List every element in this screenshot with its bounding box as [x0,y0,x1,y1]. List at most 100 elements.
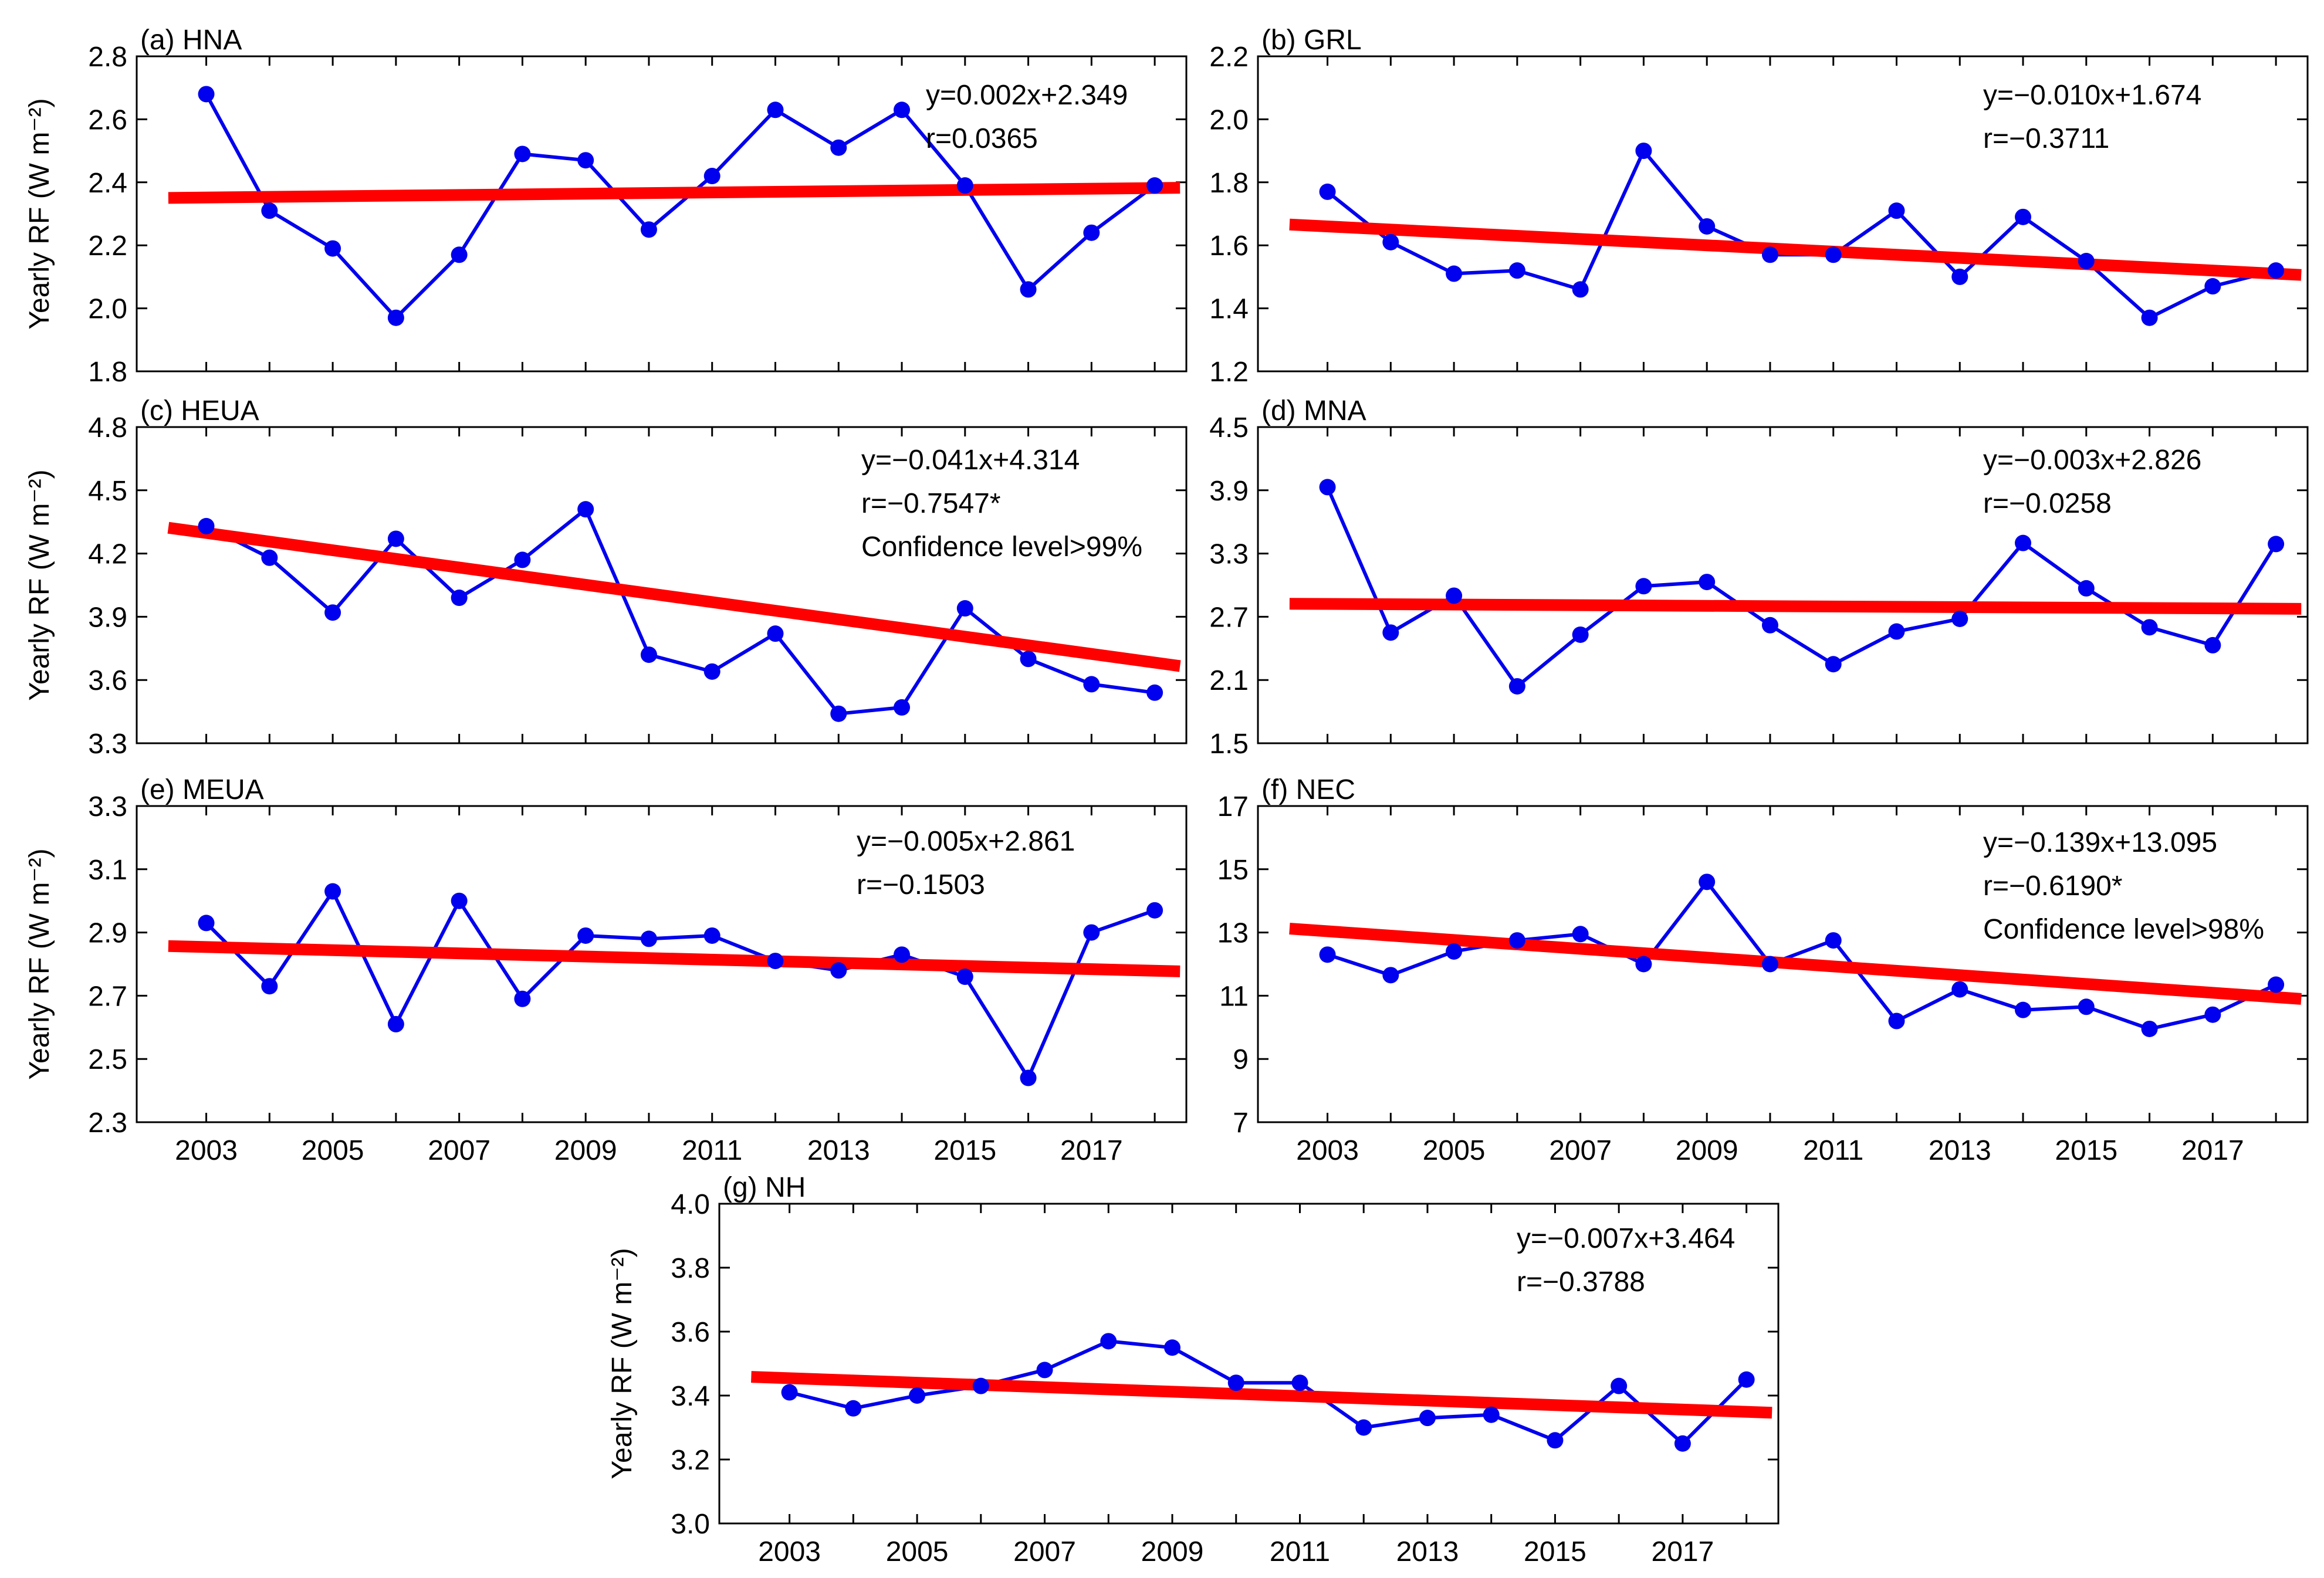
data-point [1951,268,1968,285]
annotation-line: r=−0.3788 [1517,1267,1645,1298]
y-tick-label: 9 [1233,1044,1249,1075]
annotation-line: y=−0.139x+13.095 [1983,827,2217,858]
x-tick-label: 2009 [1676,1135,1738,1166]
plot-frame [1257,426,2309,744]
data-point [781,1384,798,1401]
data-point [2268,536,2285,553]
data-point [1825,246,1842,263]
x-tick-label: 2017 [1652,1536,1714,1567]
data-point [2268,976,2285,993]
plot-frame [136,55,1188,373]
annotation-line: y=−0.005x+2.861 [857,826,1075,857]
panel-a: 1.8 2.0 2.2 2.4 2.6 2.8 Yearly RF (W m⁻²) (a) H… [24,25,1188,388]
y-tick-label: 1.8 [1209,168,1249,199]
x-tick-label: 2009 [1141,1536,1204,1567]
series-line [1325,486,2278,688]
y-tick-label: 3.6 [88,665,127,696]
data-point [703,663,720,680]
data-point [198,86,215,103]
data-point [2204,636,2221,653]
x-tick-label: 2009 [554,1135,617,1166]
data-point [1020,1069,1037,1086]
data-point [1100,1333,1117,1350]
x-axis [205,427,1156,743]
series-line [205,507,1155,716]
data-point [1020,281,1037,298]
data-point [2078,998,2095,1015]
y-tick-label: 3.2 [671,1445,710,1476]
panel-b: 1.2 1.4 1.6 1.8 2.0 2.2 (b) GRL y=−0.010x+1.674… [1209,25,2309,388]
trend-line [1289,218,2302,281]
y-tick-label: 2.2 [88,231,127,262]
y-tick-label: 1.6 [1209,231,1249,262]
equation-annotation: y=0.002x+2.349 r=0.0365 [926,80,1128,154]
data-point [1036,1362,1053,1379]
data-point [1483,1406,1500,1423]
y-tick-label: 4.2 [88,539,127,570]
y-axis: 1.5 2.1 2.7 3.3 3.9 4.5 [1209,412,2308,760]
data-point [640,221,657,238]
y-tick-label: 2.6 [88,104,127,136]
data-point [1419,1410,1436,1427]
data-point [2078,580,2095,597]
x-tick-label: 2003 [175,1135,238,1166]
data-point [830,705,847,722]
data-point [1319,183,1336,200]
x-tick-label: 2007 [1549,1135,1612,1166]
y-tick-label: 1.4 [1209,294,1249,325]
data-point [1699,218,1716,235]
equation-annotation: y=−0.139x+13.095 r=−0.6190* Confidence lev… [1983,827,2264,945]
data-point [909,1387,926,1404]
data-point [767,101,784,118]
y-tick-label: 3.3 [88,729,127,760]
data-point [767,625,784,642]
panel-title: (e) MEUA [140,774,264,805]
y-tick-label: 15 [1217,855,1249,886]
annotation-line: r=−0.0258 [1983,488,2112,519]
y-tick-label: 4.0 [671,1189,710,1220]
data-point [1888,202,1905,219]
data-point [577,152,594,169]
y-tick-label: 2.5 [88,1044,127,1075]
y-axis: 2.3 2.5 2.7 2.9 3.1 3.3 [88,791,1186,1139]
data-point [972,1377,989,1394]
data-point [2015,208,2032,225]
y-tick-label: 7 [1233,1108,1249,1139]
x-axis: 2003 2005 2007 2009 2011 2013 2015 2017 [175,806,1156,1166]
y-tick-label: 4.5 [1209,412,1249,443]
data-point [956,177,973,194]
equation-annotation: y=−0.007x+3.464 r=−0.3788 [1517,1223,1735,1298]
data-point [2141,309,2158,326]
x-tick-label: 2017 [1060,1135,1123,1166]
x-tick-label: 2007 [428,1135,490,1166]
data-point [324,240,341,257]
data-point [577,501,594,518]
y-tick-label: 3.0 [671,1509,710,1540]
data-point [1319,479,1336,496]
x-axis [1327,56,2277,371]
x-axis: 2003 2005 2007 2009 2011 2013 2015 2017 [1296,806,2277,1166]
x-tick-label: 2011 [1270,1536,1330,1567]
data-point [830,962,847,979]
data-point [1674,1435,1691,1452]
data-point [1382,233,1399,250]
data-point [703,168,720,185]
data-point [1319,946,1336,963]
data-point [1446,943,1463,960]
y-tick-label: 3.9 [1209,476,1249,507]
data-point [451,246,468,263]
trend-line [1289,598,2302,615]
y-axis: 1.2 1.4 1.6 1.8 2.0 2.2 [1209,42,2308,388]
series-points [781,1333,1755,1452]
trend-line [167,522,1181,672]
panel-c: 3.3 3.6 3.9 4.2 4.5 4.8 Yearly RF (W m⁻²) (c) H… [24,395,1188,760]
data-point [324,604,341,621]
data-point [1446,265,1463,282]
equation-annotation: y=−0.010x+1.674 r=−0.3711 [1983,80,2201,154]
data-point [514,551,531,568]
data-point [1611,1377,1628,1394]
data-point [1146,902,1163,919]
